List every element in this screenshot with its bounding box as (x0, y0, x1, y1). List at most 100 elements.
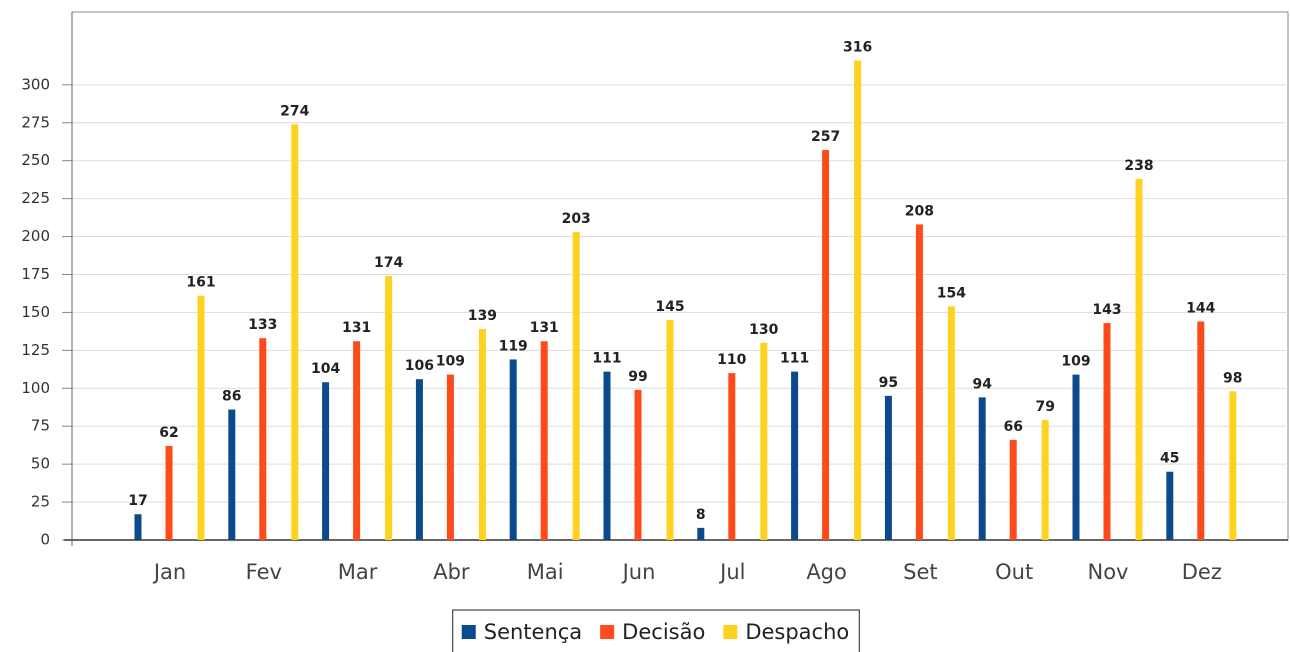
y-tick-label: 25 (31, 493, 50, 511)
value-label: 161 (186, 275, 215, 291)
x-tick-label: Abr (433, 560, 470, 584)
value-label: 119 (499, 338, 528, 354)
value-label: 131 (342, 320, 371, 336)
value-label: 106 (405, 358, 434, 374)
bar (791, 371, 799, 540)
value-label: 8 (696, 507, 706, 523)
legend: Sentença Decisão Despacho (452, 609, 860, 652)
bar (322, 382, 330, 540)
bar (1135, 178, 1143, 540)
x-tick-label: Dez (1182, 560, 1222, 584)
y-tick-label: 175 (21, 265, 50, 283)
y-tick-label: 300 (21, 75, 50, 93)
bar (728, 373, 736, 540)
bar (760, 342, 768, 540)
value-label: 144 (1186, 301, 1215, 317)
bar (1197, 321, 1205, 540)
bar (978, 397, 986, 540)
bar (884, 395, 892, 540)
bar (666, 320, 674, 540)
value-label: 111 (780, 351, 809, 367)
x-tick-label: Fev (246, 560, 282, 584)
value-label: 62 (159, 425, 178, 441)
value-label: 130 (749, 322, 778, 338)
value-label: 139 (468, 308, 497, 324)
y-tick-label: 125 (21, 341, 50, 359)
value-label: 316 (843, 40, 872, 56)
legend-label: Sentença (484, 620, 582, 644)
bar (1166, 471, 1174, 540)
value-label: 104 (311, 361, 340, 377)
value-label: 86 (222, 389, 241, 405)
bar (634, 389, 642, 540)
bar (947, 306, 955, 540)
bar (1229, 391, 1237, 540)
value-label: 133 (248, 317, 277, 333)
bar (915, 224, 923, 540)
bar (228, 409, 236, 540)
bar (446, 374, 454, 540)
bar (854, 60, 862, 540)
y-tick-label: 75 (31, 417, 50, 435)
value-label: 238 (1124, 158, 1153, 174)
legend-swatch (461, 625, 476, 639)
y-tick-label: 225 (21, 189, 50, 207)
bar (697, 527, 705, 540)
x-tick-label: Jan (152, 560, 186, 584)
value-label: 154 (937, 285, 966, 301)
bar (415, 379, 423, 540)
bar (1103, 323, 1111, 540)
y-tick-label: 275 (21, 113, 50, 131)
bar (291, 124, 299, 540)
value-label: 174 (374, 255, 403, 271)
y-tick-label: 50 (31, 455, 50, 473)
value-label: 145 (655, 299, 684, 315)
value-label: 98 (1223, 370, 1242, 386)
bar (509, 359, 517, 540)
x-tick-label: Mai (527, 560, 564, 584)
value-label: 17 (128, 493, 147, 509)
x-tick-label: Ago (806, 560, 847, 584)
bar (259, 338, 267, 540)
x-tick-label: Out (995, 560, 1033, 584)
bar (1009, 439, 1017, 540)
bar (572, 232, 580, 540)
value-label: 110 (717, 352, 746, 368)
bar (197, 295, 205, 540)
value-label: 143 (1092, 302, 1121, 318)
value-label: 109 (1061, 354, 1090, 370)
value-label: 131 (530, 320, 559, 336)
value-label: 66 (1003, 419, 1022, 435)
bar (1041, 420, 1049, 540)
bar (353, 341, 361, 540)
y-tick-label: 150 (21, 303, 50, 321)
value-label: 274 (280, 103, 309, 119)
bar (603, 371, 611, 540)
legend-swatch (600, 625, 615, 639)
bar (540, 341, 548, 540)
value-label: 257 (811, 129, 840, 145)
value-label: 79 (1035, 399, 1054, 415)
bar (478, 329, 486, 540)
plot-area (71, 11, 1289, 541)
value-label: 95 (879, 375, 898, 391)
x-tick-label: Jul (718, 560, 745, 584)
value-label: 99 (628, 369, 647, 385)
x-tick-label: Nov (1088, 560, 1129, 584)
legend-swatch (723, 625, 738, 639)
bar (385, 276, 393, 540)
value-label: 203 (562, 211, 591, 227)
bar (822, 150, 830, 540)
value-label: 94 (972, 376, 992, 392)
bar (1072, 374, 1080, 540)
legend-label: Decisão (622, 620, 705, 644)
value-label: 208 (905, 203, 934, 219)
x-tick-label: Set (903, 560, 937, 584)
legend-label: Despacho (745, 620, 849, 644)
x-tick-label: Jun (621, 560, 656, 584)
y-tick-label: 0 (40, 531, 50, 549)
value-label: 111 (592, 351, 621, 367)
y-tick-label: 250 (21, 151, 50, 169)
bar (165, 445, 173, 540)
